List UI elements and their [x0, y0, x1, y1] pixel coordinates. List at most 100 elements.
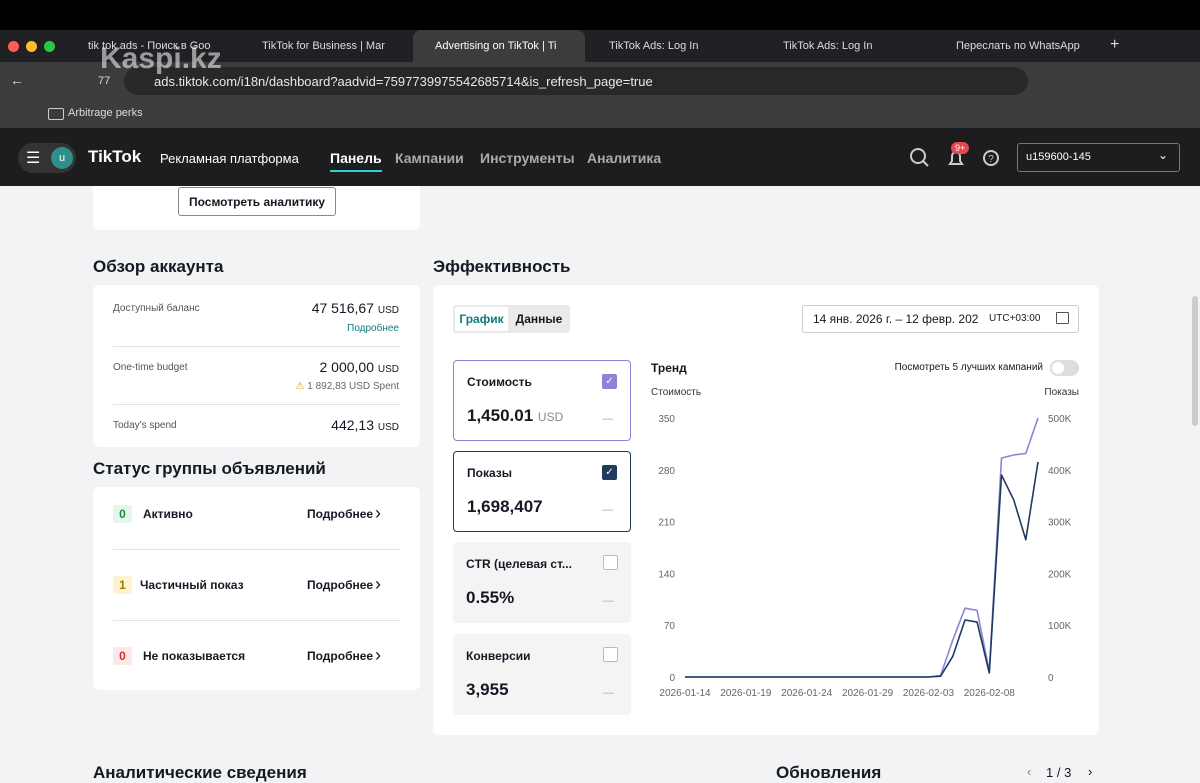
nav-item[interactable]: Кампании: [395, 150, 464, 166]
metric-card[interactable]: CTR (целевая ст... 0.55% —: [453, 542, 631, 623]
unit: USD: [537, 410, 564, 424]
tab[interactable]: Переслать по WhatsApp: [956, 40, 1080, 52]
metric-value: 0.55%: [466, 588, 515, 607]
pager: 1 / 3: [1046, 765, 1072, 780]
app-header: [0, 128, 1200, 186]
metric-delta: —: [603, 687, 614, 699]
nav-item-active[interactable]: Панель: [330, 150, 382, 172]
row-note: ⚠ 1 892,83 USD Spent: [295, 381, 399, 392]
account-name[interactable]: u159600-145: [1026, 151, 1091, 163]
account-select[interactable]: [1017, 143, 1180, 172]
y2-tick-label: 200K: [1048, 569, 1072, 580]
status-link[interactable]: Подробнее: [307, 649, 374, 663]
separator: [113, 620, 400, 621]
y-tick-label: 70: [664, 621, 676, 632]
metric-card[interactable]: Конверсии 3,955 —: [453, 634, 631, 715]
metric-delta: —: [602, 504, 613, 516]
url-bar[interactable]: [124, 67, 1028, 95]
section-title: Обзор аккаунта: [93, 257, 224, 276]
metric-card[interactable]: Показы ✓ 1,698,407 —: [453, 451, 631, 532]
y-tick-label: 280: [658, 466, 675, 477]
logo[interactable]: TikTok: [88, 147, 142, 166]
tab-strip: [0, 30, 1200, 62]
avatar[interactable]: u: [51, 147, 73, 169]
date-range[interactable]: 14 янв. 2026 г. – 12 февр. 202: [813, 312, 979, 326]
status-link[interactable]: Подробнее: [307, 578, 374, 592]
row-label: One-time budget: [113, 362, 188, 373]
checkbox[interactable]: [603, 647, 618, 662]
date-picker[interactable]: [802, 305, 1079, 333]
x-tick-label: 2026-02-03: [903, 688, 955, 699]
back-button[interactable]: ←: [10, 72, 24, 88]
separator: [113, 346, 400, 347]
chevron[interactable]: ›: [375, 645, 381, 665]
logo-subtitle: Рекламная платформа: [160, 151, 299, 166]
scrollbar: [1192, 296, 1198, 426]
chevron[interactable]: ›: [375, 503, 381, 523]
series-line: [685, 417, 1039, 678]
y-tick-label: 140: [658, 569, 675, 580]
checkbox[interactable]: ✓: [602, 374, 617, 389]
nav-item[interactable]: Аналитика: [587, 150, 662, 166]
metric-delta: —: [603, 595, 614, 607]
chevron[interactable]: ⌄: [1158, 148, 1169, 162]
section-title: Эффективность: [433, 257, 571, 276]
analytics-button[interactable]: Посмотреть аналитику: [178, 187, 336, 216]
status-link[interactable]: Подробнее: [307, 507, 374, 521]
checkbox[interactable]: [603, 555, 618, 570]
y2-tick-label: 100K: [1048, 621, 1072, 632]
metric-name[interactable]: Стоимость: [467, 375, 532, 389]
chevron[interactable]: ›: [375, 574, 381, 594]
min-dot[interactable]: [26, 41, 37, 52]
tab[interactable]: TikTok Ads: Log In: [783, 40, 873, 52]
metric-name[interactable]: Конверсии: [466, 649, 531, 663]
toggle[interactable]: [1050, 360, 1079, 376]
x-tick-label: 2026-01-14: [659, 688, 711, 699]
trend-title: Тренд: [651, 361, 687, 375]
metric-value: 3,955: [466, 680, 509, 699]
metric-name[interactable]: CTR (целевая ст...: [466, 557, 572, 571]
status-label: Частичный показ: [140, 578, 244, 592]
tab[interactable]: Данные: [515, 312, 563, 326]
row-link[interactable]: Подробнее: [347, 323, 399, 334]
status-count: 0: [113, 647, 132, 665]
metric-name[interactable]: Показы: [467, 466, 512, 480]
prev-page[interactable]: ‹: [1027, 764, 1032, 779]
tab[interactable]: tik tok ads - Поиск в Goo: [88, 40, 211, 52]
calendar-icon[interactable]: [1056, 312, 1069, 324]
metric-delta: —: [602, 413, 613, 425]
tab[interactable]: TikTok for Business | Mar: [262, 40, 385, 52]
tab[interactable]: TikTok Ads: Log In: [609, 40, 699, 52]
badge: 9+: [951, 142, 970, 154]
status-count: 1: [113, 576, 132, 594]
timezone: UTC+03:00: [989, 313, 1041, 324]
account-card: [93, 285, 420, 447]
top-campaigns-label: Посмотреть 5 лучших кампаний: [894, 362, 1043, 373]
url[interactable]: ads.tiktok.com/i18n/dashboard?aadvid=759…: [154, 74, 653, 89]
y2-tick-label: 400K: [1048, 466, 1072, 477]
svg-text:?: ?: [988, 154, 994, 165]
nav-item[interactable]: Инструменты: [480, 150, 575, 166]
close-dot[interactable]: [8, 41, 19, 52]
status-label: Не показывается: [143, 649, 246, 663]
y2-axis-title: Показы: [1044, 387, 1079, 398]
y2-tick-label: 0: [1048, 673, 1054, 684]
max-dot[interactable]: [44, 41, 55, 52]
menu-icon[interactable]: ☰: [26, 150, 41, 167]
next-page[interactable]: ›: [1088, 764, 1093, 779]
series-line: [685, 461, 1039, 678]
y-tick-label: 350: [658, 414, 675, 425]
y2-tick-label: 500K: [1048, 414, 1072, 425]
metric-card[interactable]: Стоимость ✓ 1,450.01 USD —: [453, 360, 631, 441]
bookmark[interactable]: Arbitrage perks: [68, 107, 143, 119]
folder-icon: [48, 108, 64, 120]
section-title: Обновления: [776, 763, 882, 782]
checkbox[interactable]: ✓: [602, 465, 617, 480]
status-count: 0: [113, 505, 132, 523]
new-tab[interactable]: +: [1110, 36, 1120, 53]
watermark: Kaspi.kz: [100, 42, 222, 75]
separator: [113, 549, 400, 550]
tab-active[interactable]: Advertising on TikTok | Ti: [413, 30, 585, 62]
tab-active[interactable]: График: [455, 307, 508, 331]
